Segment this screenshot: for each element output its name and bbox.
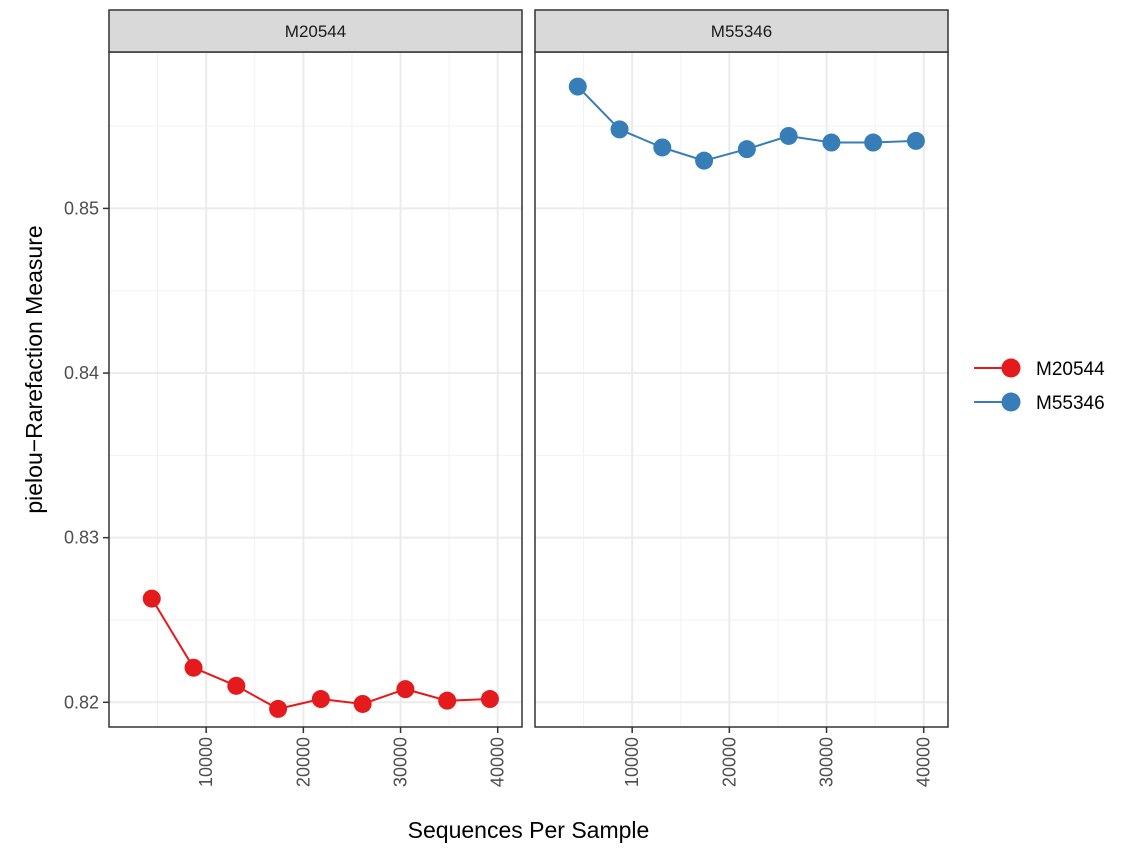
data-point <box>142 589 161 608</box>
data-point <box>568 77 587 96</box>
x-tick-label: 40000 <box>914 737 934 787</box>
y-tick-label: 0.85 <box>64 198 99 218</box>
facet-strip-label: M55346 <box>711 22 772 41</box>
data-point <box>396 680 415 699</box>
panel-background <box>535 52 948 727</box>
x-axis-title: Sequences Per Sample <box>408 817 650 843</box>
data-point <box>227 676 246 695</box>
data-point <box>610 120 629 139</box>
x-tick-label: 40000 <box>488 737 508 787</box>
data-point <box>184 658 203 677</box>
data-point <box>653 138 672 157</box>
y-tick-label: 0.82 <box>64 692 99 712</box>
x-tick-label: 30000 <box>391 737 411 787</box>
data-point <box>353 694 372 713</box>
x-tick-label: 20000 <box>719 737 739 787</box>
facet-strip <box>108 9 523 53</box>
legend-label: M55346 <box>1036 393 1105 414</box>
data-point <box>695 151 714 170</box>
y-tick-label: 0.84 <box>64 363 99 383</box>
data-point <box>737 140 756 159</box>
data-point <box>311 690 330 709</box>
y-tick-label: 0.83 <box>64 528 99 548</box>
data-point <box>480 690 499 709</box>
data-point <box>779 126 798 145</box>
panel-background <box>109 52 522 727</box>
x-tick-label: 10000 <box>622 737 642 787</box>
legend-label: M20544 <box>1036 359 1105 380</box>
x-tick-label: 10000 <box>196 737 216 787</box>
x-tick-label: 20000 <box>293 737 313 787</box>
facet-strip-label: M20544 <box>285 22 346 41</box>
x-tick-label: 30000 <box>817 737 837 787</box>
facet-strip <box>534 9 949 53</box>
data-point <box>864 133 883 152</box>
data-point <box>822 133 841 152</box>
data-point <box>438 691 457 710</box>
data-point <box>269 699 288 718</box>
data-point <box>906 131 925 150</box>
legend-key-point <box>1001 358 1021 378</box>
y-axis-title: pielou−Rarefaction Measure <box>21 225 47 513</box>
legend-key-point <box>1001 392 1021 412</box>
